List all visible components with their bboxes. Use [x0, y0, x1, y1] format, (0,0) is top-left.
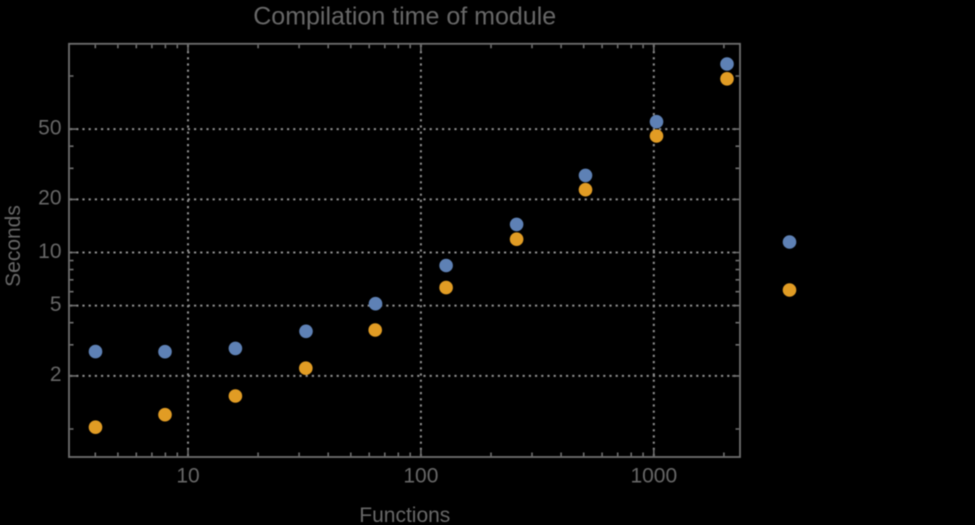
svg-text:20: 20	[38, 187, 61, 210]
svg-text:5: 5	[50, 293, 62, 316]
svg-text:Functions: Functions	[359, 504, 450, 525]
svg-text:50: 50	[38, 116, 61, 139]
svg-text:2: 2	[50, 363, 62, 386]
svg-text:Seconds: Seconds	[2, 205, 25, 287]
svg-text:Compilation time of module: Compilation time of module	[253, 2, 556, 30]
svg-text:10: 10	[38, 240, 61, 263]
svg-text:10: 10	[176, 465, 199, 488]
svg-text:1000: 1000	[630, 465, 677, 488]
svg-text:100: 100	[403, 465, 438, 488]
